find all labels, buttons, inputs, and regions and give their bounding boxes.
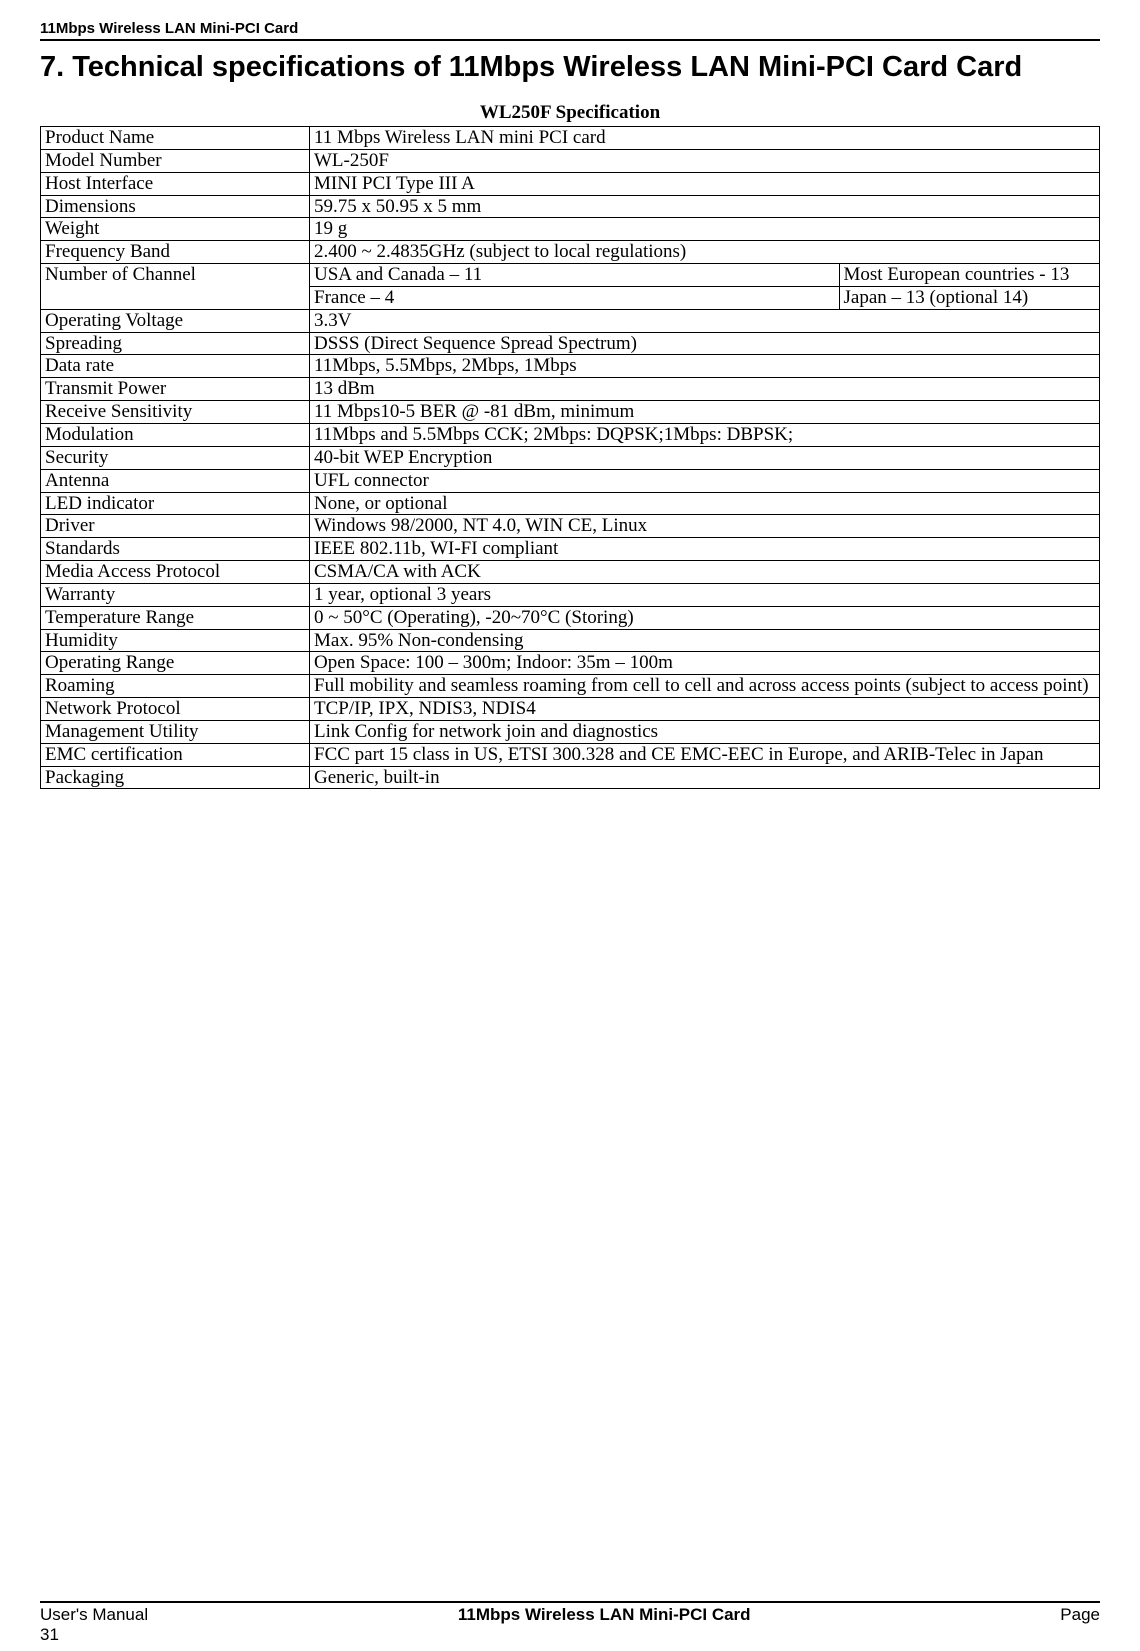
spec-val: CSMA/CA with ACK [310,561,1100,584]
table-row: Temperature Range0 ~ 50°C (Operating), -… [41,606,1100,629]
spec-val: UFL connector [310,469,1100,492]
footer-center: 11Mbps Wireless LAN Mini-PCI Card [458,1605,751,1625]
page: 11Mbps Wireless LAN Mini-PCI Card 7. Tec… [0,0,1140,1651]
spec-attr: Frequency Band [41,241,310,264]
spec-val: Generic, built-in [310,766,1100,789]
spec-attr: Data rate [41,355,310,378]
table-row: DriverWindows 98/2000, NT 4.0, WIN CE, L… [41,515,1100,538]
footer-left: User's Manual [40,1605,148,1625]
spec-attr: Security [41,446,310,469]
spec-val: 3.3V [310,309,1100,332]
spec-table: Product Name 11 Mbps Wireless LAN mini P… [40,126,1100,789]
spec-attr: Network Protocol [41,698,310,721]
footer-page-number: 31 [40,1625,1100,1645]
spec-val: 11 Mbps Wireless LAN mini PCI card [310,127,1100,150]
table-row: HumidityMax. 95% Non-condensing [41,629,1100,652]
spec-attr: Temperature Range [41,606,310,629]
section-title: 7. Technical specifications of 11Mbps Wi… [40,51,1100,84]
spec-val: Most European countries - 13 [839,264,1100,287]
table-row: Host Interface MINI PCI Type III A [41,172,1100,195]
spec-attr: Modulation [41,423,310,446]
spec-val: 11 Mbps10-5 BER @ -81 dBm, minimum [310,401,1100,424]
spec-val: USA and Canada – 11 [310,264,840,287]
table-row: StandardsIEEE 802.11b, WI-FI compliant [41,538,1100,561]
spec-attr: Number of Channel [41,264,310,310]
spec-val: WL-250F [310,149,1100,172]
spec-val: MINI PCI Type III A [310,172,1100,195]
spec-val: 13 dBm [310,378,1100,401]
table-row: Receive Sensitivity11 Mbps10-5 BER @ -81… [41,401,1100,424]
table-row: Network ProtocolTCP/IP, IPX, NDIS3, NDIS… [41,698,1100,721]
spec-attr: Operating Voltage [41,309,310,332]
spec-val: Windows 98/2000, NT 4.0, WIN CE, Linux [310,515,1100,538]
table-row: RoamingFull mobility and seamless roamin… [41,675,1100,698]
spec-val: 40-bit WEP Encryption [310,446,1100,469]
spec-val: France – 4 [310,286,840,309]
spec-val: Max. 95% Non-condensing [310,629,1100,652]
spec-val: None, or optional [310,492,1100,515]
spec-val: 1 year, optional 3 years [310,583,1100,606]
table-row: Management UtilityLink Config for networ… [41,720,1100,743]
spec-val: 11Mbps and 5.5Mbps CCK; 2Mbps: DQPSK;1Mb… [310,423,1100,446]
spec-attr: Model Number [41,149,310,172]
table-row: Number of Channel USA and Canada – 11 Mo… [41,264,1100,287]
running-head: 11Mbps Wireless LAN Mini-PCI Card [40,20,1100,41]
footer-right: Page [1060,1605,1100,1625]
table-row: LED indicatorNone, or optional [41,492,1100,515]
spec-val: 11Mbps, 5.5Mbps, 2Mbps, 1Mbps [310,355,1100,378]
page-footer: User's Manual 11Mbps Wireless LAN Mini-P… [40,1601,1100,1645]
spec-attr: Media Access Protocol [41,561,310,584]
spec-attr: Roaming [41,675,310,698]
spec-val: Japan – 13 (optional 14) [839,286,1100,309]
table-row: Frequency Band 2.400 ~ 2.4835GHz (subjec… [41,241,1100,264]
spec-attr: LED indicator [41,492,310,515]
table-row: AntennaUFL connector [41,469,1100,492]
spec-attr: Weight [41,218,310,241]
table-title: WL250F Specification [40,102,1100,124]
spec-attr: Dimensions [41,195,310,218]
spec-attr: Operating Range [41,652,310,675]
spec-attr: Receive Sensitivity [41,401,310,424]
table-row: Model Number WL-250F [41,149,1100,172]
spec-attr: Humidity [41,629,310,652]
spec-attr: Host Interface [41,172,310,195]
table-row: PackagingGeneric, built-in [41,766,1100,789]
table-row: Dimensions 59.75 x 50.95 x 5 mm [41,195,1100,218]
spec-attr: Management Utility [41,720,310,743]
spec-val: TCP/IP, IPX, NDIS3, NDIS4 [310,698,1100,721]
spec-val: Link Config for network join and diagnos… [310,720,1100,743]
spec-attr: Spreading [41,332,310,355]
table-row: Media Access ProtocolCSMA/CA with ACK [41,561,1100,584]
spec-val: 0 ~ 50°C (Operating), -20~70°C (Storing) [310,606,1100,629]
spec-val: IEEE 802.11b, WI-FI compliant [310,538,1100,561]
table-row: Modulation11Mbps and 5.5Mbps CCK; 2Mbps:… [41,423,1100,446]
table-row: Operating Voltage 3.3V [41,309,1100,332]
table-row: Security40-bit WEP Encryption [41,446,1100,469]
spec-attr: Warranty [41,583,310,606]
spec-attr: Antenna [41,469,310,492]
spec-attr: Standards [41,538,310,561]
spec-val: 2.400 ~ 2.4835GHz (subject to local regu… [310,241,1100,264]
table-row: Warranty1 year, optional 3 years [41,583,1100,606]
spec-val: DSSS (Direct Sequence Spread Spectrum) [310,332,1100,355]
spec-attr: Transmit Power [41,378,310,401]
table-row: Data rate11Mbps, 5.5Mbps, 2Mbps, 1Mbps [41,355,1100,378]
spec-attr: Product Name [41,127,310,150]
spec-val: FCC part 15 class in US, ETSI 300.328 an… [310,743,1100,766]
table-row: SpreadingDSSS (Direct Sequence Spread Sp… [41,332,1100,355]
spec-val: 59.75 x 50.95 x 5 mm [310,195,1100,218]
spec-attr: EMC certification [41,743,310,766]
table-row: Transmit Power 13 dBm [41,378,1100,401]
spec-val: Full mobility and seamless roaming from … [310,675,1100,698]
spec-attr: Driver [41,515,310,538]
table-row: EMC certificationFCC part 15 class in US… [41,743,1100,766]
spec-val: 19 g [310,218,1100,241]
footer-rule [40,1601,1100,1603]
spec-val: Open Space: 100 – 300m; Indoor: 35m – 10… [310,652,1100,675]
table-row: Product Name 11 Mbps Wireless LAN mini P… [41,127,1100,150]
table-row: Operating RangeOpen Space: 100 – 300m; I… [41,652,1100,675]
spec-attr: Packaging [41,766,310,789]
table-row: Weight 19 g [41,218,1100,241]
